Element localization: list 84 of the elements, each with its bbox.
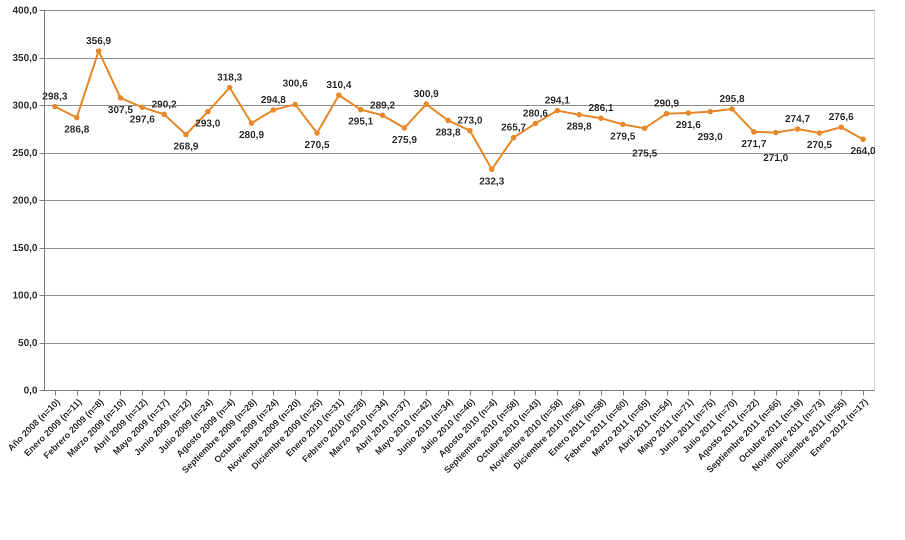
point [226,84,232,90]
y-tick-label: 250,0 [12,148,38,159]
data-label: 273,0 [457,116,483,127]
point [74,114,80,120]
y-tick-label: 0,0 [24,386,38,396]
data-label: 307,5 [108,104,134,116]
point [358,106,364,112]
y-tick-label: 100,0 [12,290,38,302]
data-label: 280,9 [238,130,264,142]
point [380,112,386,118]
point [118,95,124,101]
point [205,108,211,114]
y-tick-label: 150,0 [12,243,38,254]
point [816,130,822,136]
point [598,115,604,121]
point [794,126,800,132]
point [554,108,560,114]
data-label: 318,3 [217,72,243,84]
data-label: 295,1 [348,116,374,128]
data-label: 286,8 [64,124,90,136]
data-label: 356,9 [86,36,112,47]
point [467,128,473,134]
data-label: 294,1 [544,96,570,107]
point [248,120,254,126]
data-label: 271,7 [741,138,767,150]
data-label: 293,0 [698,132,724,143]
data-label: 291,6 [676,120,702,131]
data-label: 290,2 [152,99,178,110]
point [183,132,189,138]
point [140,104,146,110]
data-label: 274,7 [785,114,810,126]
point [707,108,713,114]
point [510,134,516,140]
point [860,136,866,142]
point [729,106,735,112]
data-label: 310,4 [326,80,352,92]
point [620,122,626,128]
data-label: 270,5 [304,140,330,152]
data-label: 275,5 [632,148,658,160]
data-label: 265,7 [501,122,527,134]
data-label: 280,6 [522,108,548,120]
y-tick-label: 300,0 [12,100,38,112]
point [424,101,429,107]
point [52,104,58,110]
data-label: 290,9 [654,98,680,110]
point [292,102,298,108]
data-label: 283,8 [436,127,462,138]
y-tick-label: 350,0 [12,53,38,64]
point [402,125,408,131]
data-label: 295,8 [720,94,745,105]
data-label: 279,5 [610,131,636,142]
data-label: 286,1 [588,103,614,114]
data-label: 268,9 [173,142,199,153]
point [336,92,342,98]
point [445,118,451,124]
point [576,112,582,118]
y-tick-label: 400,0 [12,6,38,16]
point [642,126,648,132]
point [751,129,757,135]
data-label: 297,6 [130,114,156,126]
data-label: 300,9 [414,89,440,100]
data-label: 293,0 [195,118,221,130]
y-tick-label: 50,0 [18,338,38,349]
data-label: 264,0 [850,146,876,158]
data-label: 289,2 [370,100,396,112]
point [270,107,276,113]
point [489,166,494,172]
data-label: 289,8 [566,122,592,133]
data-label: 276,6 [828,112,854,124]
data-label: 271,0 [763,152,789,164]
point [161,112,167,118]
data-label: 275,9 [392,134,418,146]
data-label: 294,8 [260,94,286,106]
point [838,124,844,130]
point [686,110,692,116]
y-tick-label: 200,0 [12,196,38,206]
point [664,110,670,116]
data-label: 232,3 [479,176,505,188]
point [532,120,538,126]
data-label: 270,5 [806,140,832,152]
point [772,130,778,136]
point [314,130,320,136]
data-label: 300,6 [282,78,308,90]
point [96,48,102,54]
